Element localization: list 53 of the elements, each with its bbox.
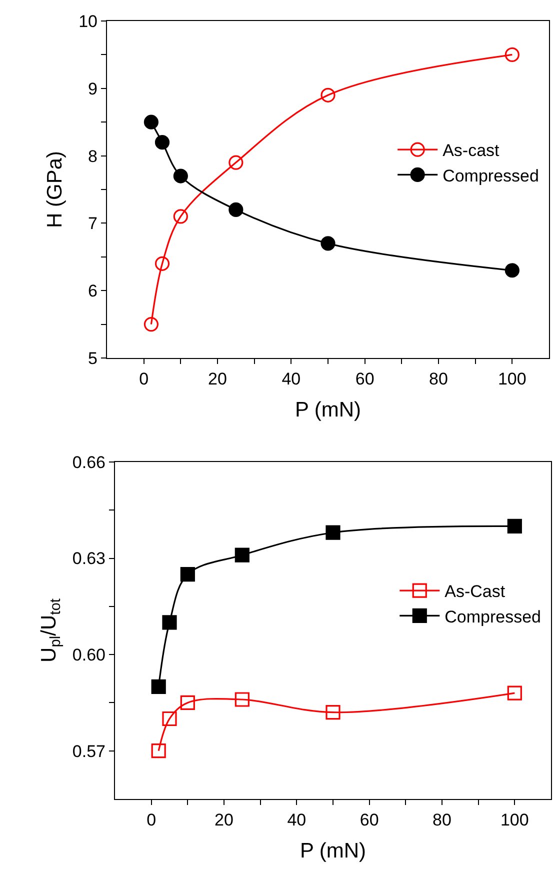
y-tick-label: 7 [88,214,98,234]
x-tick-label: 40 [287,810,306,830]
y-tick-label: 6 [88,282,98,301]
point [151,679,166,694]
x-axis-title: P (mN) [294,398,362,422]
y-tick-label: 9 [88,79,98,98]
x-tick-label: 80 [432,810,452,830]
point [162,615,177,630]
point [180,567,195,582]
point [234,692,250,707]
legend-label: Compressed [444,607,542,626]
x-tick-label: 0 [139,370,149,388]
x-tick-label: 100 [500,810,529,830]
point [173,168,188,184]
x-tick-label: 40 [282,370,301,388]
x-tick-label: 20 [214,810,234,830]
point [228,202,244,218]
y-tick-label: 10 [78,12,98,31]
point [144,114,158,130]
point [173,209,188,224]
x-tick-label: 80 [429,370,448,388]
point [234,548,250,562]
x-tick-label: 60 [355,370,374,388]
y-tick-label: 0.57 [72,742,106,761]
point [326,705,340,720]
legend-label: As-Cast [444,582,506,602]
point [507,686,522,700]
legend-label: As-cast [442,141,500,160]
point [154,256,170,271]
x-tick-label: 0 [146,810,156,830]
point [320,236,336,251]
x-axis-title: P (mN) [300,840,366,863]
point [504,263,520,278]
x-tick-label: 100 [498,370,526,388]
y-tick-label: 5 [88,348,98,368]
point [162,711,177,726]
point [151,744,166,758]
y-tick-label: 8 [88,146,98,166]
point [504,47,520,62]
y-axis-title: H (GPa) [44,150,67,228]
x-tick-label: 60 [360,810,379,830]
point [326,525,340,540]
point [154,135,170,150]
y-tick-label: 0.66 [72,452,106,472]
point [144,317,158,332]
point [320,88,336,102]
legend-label: Compressed [442,166,539,186]
x-tick-label: 20 [208,370,227,388]
point [180,695,195,710]
point [507,518,522,534]
y-tick-label: 0.60 [72,646,106,665]
y-tick-label: 0.63 [72,549,106,568]
point [228,155,244,170]
